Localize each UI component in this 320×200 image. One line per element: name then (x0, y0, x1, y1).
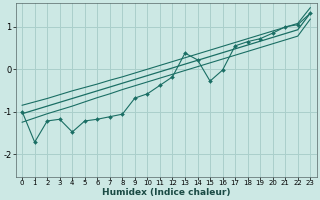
X-axis label: Humidex (Indice chaleur): Humidex (Indice chaleur) (102, 188, 230, 197)
